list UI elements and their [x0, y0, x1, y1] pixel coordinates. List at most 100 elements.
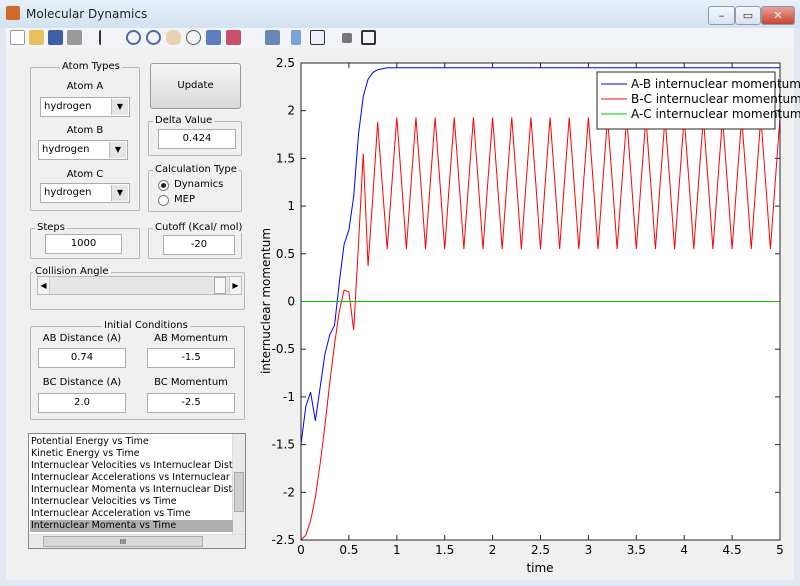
rotate-tool[interactable]: [186, 30, 201, 45]
new-tool[interactable]: [10, 30, 25, 45]
axes-box: [300, 62, 781, 541]
x-tick-label: 2.5: [531, 543, 550, 557]
y-tick-label: 1: [287, 199, 295, 213]
close-button[interactable]: ✕: [761, 6, 795, 25]
x-tick-label: 0: [297, 543, 305, 557]
x-tick-label: 3: [585, 543, 593, 557]
series-line: [301, 67, 780, 445]
plot-listbox: III Potential Energy vs Time Kinetic Ener…: [28, 433, 246, 549]
toolbar: [6, 28, 794, 48]
atom-a-select[interactable]: hydrogen ▼: [40, 97, 130, 117]
angle-slider[interactable]: ◀ ▶: [37, 276, 242, 295]
list-item[interactable]: Internuclear Acceleration vs Time: [31, 508, 191, 519]
y-tick-label: 2.5: [276, 56, 295, 70]
title-bar: Molecular Dynamics – ▭ ✕: [0, 0, 800, 28]
list-item[interactable]: Internuclear Velocities vs Internuclear …: [31, 460, 233, 471]
radio-button[interactable]: [158, 195, 169, 206]
window-title: Molecular Dynamics: [26, 7, 148, 21]
list-item[interactable]: Kinetic Energy vs Time: [31, 448, 140, 459]
bc-momentum-input[interactable]: -2.5: [147, 393, 235, 413]
legend-box: [596, 71, 776, 130]
panel-title: Atom Types: [60, 61, 122, 72]
data-cursor-tool[interactable]: [206, 30, 221, 45]
dropdown-arrow: ▼: [111, 99, 128, 115]
y-axis-label: internuclear momentum: [259, 228, 273, 374]
select-value: hydrogen: [44, 101, 92, 112]
list-item[interactable]: Internuclear Momenta vs Internuclear Dis…: [31, 484, 233, 495]
delta-input[interactable]: 0.424: [158, 129, 236, 149]
panel-title: Cutoff (Kcal/ mol): [153, 222, 245, 233]
x-tick-label: 4: [680, 543, 688, 557]
collision-angle-panel: [30, 272, 245, 310]
cutoff-input[interactable]: -20: [163, 235, 235, 255]
y-tick-label: -2.5: [272, 533, 295, 547]
slider-left[interactable]: ◀: [38, 277, 50, 294]
label: Atom A: [66, 81, 104, 92]
legend-label: A-B internuclear momentum: [631, 77, 800, 91]
y-tick-label: -2: [283, 485, 295, 499]
legend-label: A-C internuclear momentum: [631, 107, 800, 121]
label: BC Momentum: [154, 377, 228, 388]
show-tool[interactable]: [361, 30, 376, 45]
x-tick-label: 1: [393, 543, 401, 557]
print-tool[interactable]: [67, 30, 82, 45]
label: Atom B: [66, 125, 104, 136]
x-tick-label: 5: [776, 543, 784, 557]
list-item[interactable]: Internuclear Velocities vs Time: [31, 496, 177, 507]
brush-tool[interactable]: [226, 30, 241, 45]
panel-title: Collision Angle: [33, 266, 111, 277]
steps-input[interactable]: 1000: [45, 234, 122, 254]
open-tool[interactable]: [29, 30, 44, 45]
select-value: hydrogen: [44, 187, 92, 198]
maximize-button[interactable]: ▭: [735, 6, 761, 25]
pan-tool[interactable]: [166, 30, 181, 45]
bc-distance-input[interactable]: 2.0: [38, 393, 126, 413]
y-tick-label: -0.5: [272, 342, 295, 356]
ab-distance-input[interactable]: 0.74: [38, 348, 126, 368]
colorbar-tool[interactable]: [291, 30, 301, 45]
minimize-button[interactable]: –: [708, 6, 735, 25]
slider-thumb[interactable]: [214, 277, 226, 294]
panel-title: Calculation Type: [153, 164, 239, 175]
legend-tool[interactable]: [310, 30, 325, 45]
zoom-in-tool[interactable]: [126, 30, 141, 45]
pointer-tool[interactable]: [99, 30, 105, 45]
list-item[interactable]: Internuclear Momenta vs Time: [30, 520, 233, 532]
y-tick-label: -1.5: [272, 438, 295, 452]
radio-dot: [161, 183, 166, 188]
save-tool[interactable]: [48, 30, 63, 45]
v-scrollbar[interactable]: [232, 434, 245, 534]
x-tick-label: 1.5: [435, 543, 454, 557]
legend-label: B-C internuclear momentum: [631, 92, 800, 106]
radio-button[interactable]: [158, 180, 169, 191]
v-scroll-thumb[interactable]: [234, 472, 244, 512]
panel-title: Initial Conditions: [102, 320, 190, 331]
y-tick-label: 0: [287, 295, 295, 309]
label: AB Distance (A): [42, 333, 122, 344]
y-tick-label: 2: [287, 104, 295, 118]
hide-tool[interactable]: [342, 33, 352, 43]
ab-momentum-input[interactable]: -1.5: [147, 348, 235, 368]
x-tick-label: 0.5: [339, 543, 358, 557]
h-scrollbar[interactable]: III: [29, 534, 245, 548]
h-scroll-thumb[interactable]: III: [43, 536, 203, 547]
atom-b-select[interactable]: hydrogen ▼: [38, 140, 128, 160]
radio-label: MEP: [174, 194, 195, 205]
zoom-out-tool[interactable]: [146, 30, 161, 45]
link-tool[interactable]: [265, 30, 280, 45]
atom-c-select[interactable]: hydrogen ▼: [40, 183, 130, 203]
list-item[interactable]: Potential Energy vs Time: [31, 436, 149, 447]
select-value: hydrogen: [42, 144, 90, 155]
dropdown-arrow: ▼: [111, 185, 128, 201]
list-item[interactable]: Internuclear Accelerations vs Internucle…: [31, 472, 233, 483]
x-tick-label: 2: [489, 543, 497, 557]
update-button[interactable]: Update: [150, 63, 241, 109]
label: AB Momentum: [154, 333, 228, 344]
y-tick-label: 1.5: [276, 151, 295, 165]
label: BC Distance (A): [42, 377, 122, 388]
slider-right[interactable]: ▶: [229, 277, 241, 294]
y-tick-label: 0.5: [276, 247, 295, 261]
label: Atom C: [66, 169, 104, 180]
panel-title: Steps: [35, 222, 67, 233]
